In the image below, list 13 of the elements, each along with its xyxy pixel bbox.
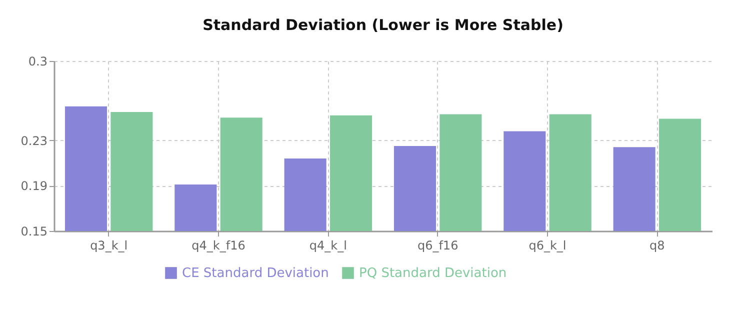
x-tick-label: q4_k_f16 xyxy=(192,238,246,252)
x-tick-label: q6_f16 xyxy=(417,238,458,252)
x-tick-label: q8 xyxy=(650,238,665,252)
x-tick-label: q3_k_l xyxy=(90,238,128,252)
legend-label: CE Standard Deviation xyxy=(182,266,329,281)
legend-label: PQ Standard Deviation xyxy=(359,266,507,281)
y-tick-label: 0.19 xyxy=(20,179,48,194)
y-tick-label: 0.3 xyxy=(28,54,48,68)
y-tick-label: 0.15 xyxy=(20,224,48,238)
x-tick-label: q4_k_l xyxy=(309,238,347,252)
chart-title: Standard Deviation (Lower is More Stable) xyxy=(202,16,564,34)
y-tick-label: 0.23 xyxy=(20,134,48,148)
x-tick-label: q6_k_l xyxy=(528,238,566,252)
